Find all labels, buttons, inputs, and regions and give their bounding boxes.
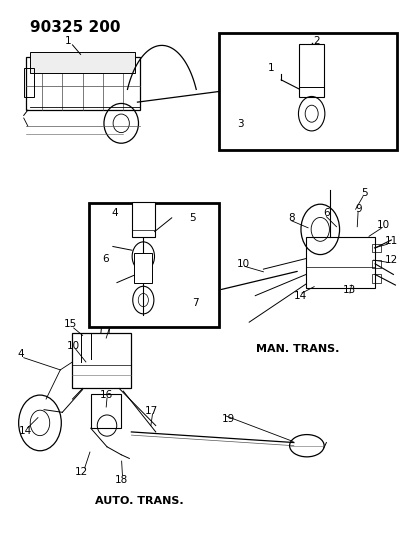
Text: 10: 10 bbox=[67, 341, 80, 351]
Text: 12: 12 bbox=[75, 467, 88, 477]
Text: 10: 10 bbox=[236, 259, 249, 269]
Text: 16: 16 bbox=[99, 390, 113, 400]
Text: 13: 13 bbox=[343, 285, 357, 295]
Bar bbox=[72, 333, 131, 389]
Text: 14: 14 bbox=[19, 426, 32, 436]
Text: 4: 4 bbox=[18, 349, 24, 359]
Text: 18: 18 bbox=[115, 475, 128, 485]
Text: 14: 14 bbox=[293, 290, 307, 301]
Text: 5: 5 bbox=[362, 188, 368, 198]
Bar bbox=[24, 68, 34, 97]
Text: 5: 5 bbox=[189, 213, 196, 223]
Text: 6: 6 bbox=[102, 254, 109, 264]
Text: 6: 6 bbox=[323, 208, 330, 219]
Text: 8: 8 bbox=[288, 213, 295, 223]
Text: 17: 17 bbox=[145, 406, 158, 416]
Text: 9: 9 bbox=[355, 204, 362, 214]
Bar bbox=[219, 33, 398, 150]
Text: 12: 12 bbox=[102, 320, 116, 330]
Text: 10: 10 bbox=[377, 220, 390, 230]
Bar bbox=[89, 203, 219, 327]
Text: 90325 200: 90325 200 bbox=[30, 20, 120, 35]
Bar bbox=[135, 254, 152, 282]
Text: 11: 11 bbox=[385, 236, 398, 246]
Bar bbox=[26, 57, 139, 110]
Text: 12: 12 bbox=[385, 255, 398, 264]
Text: 1: 1 bbox=[65, 36, 72, 46]
Bar bbox=[299, 44, 324, 98]
Text: 7: 7 bbox=[192, 297, 199, 308]
Text: 1: 1 bbox=[268, 63, 274, 73]
Bar bbox=[372, 244, 381, 252]
Text: 19: 19 bbox=[221, 414, 235, 424]
Text: 4: 4 bbox=[111, 208, 118, 218]
Bar bbox=[372, 260, 381, 268]
Text: 15: 15 bbox=[64, 319, 77, 329]
Bar bbox=[306, 237, 375, 288]
Text: 3: 3 bbox=[237, 119, 243, 129]
Bar bbox=[372, 274, 381, 283]
Text: AUTO. TRANS.: AUTO. TRANS. bbox=[95, 496, 184, 506]
Bar bbox=[132, 202, 155, 237]
Bar bbox=[91, 394, 121, 428]
Text: MAN. TRANS.: MAN. TRANS. bbox=[256, 344, 339, 354]
Text: 2: 2 bbox=[313, 36, 320, 46]
Bar bbox=[30, 52, 135, 73]
